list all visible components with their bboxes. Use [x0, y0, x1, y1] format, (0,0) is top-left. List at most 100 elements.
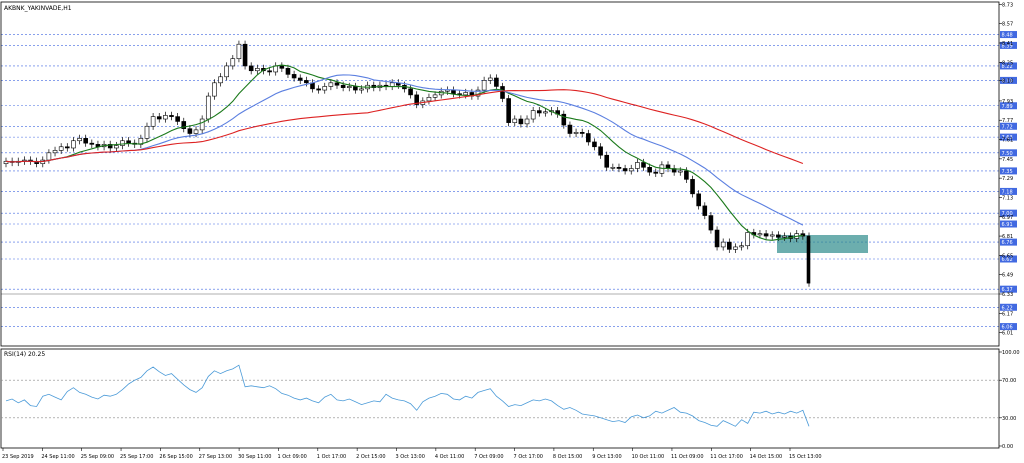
level-badge-label: 7.35 — [1002, 169, 1013, 175]
candle-body — [126, 140, 131, 144]
candle-body — [58, 146, 64, 151]
level-badge-label: 6.37 — [1002, 287, 1013, 293]
candle-body — [616, 166, 622, 169]
candle-body — [236, 43, 242, 59]
candle-body — [224, 65, 229, 78]
candle-body — [690, 179, 695, 195]
level-badge — [1000, 62, 1017, 70]
candle-body — [291, 74, 297, 79]
candle-body — [635, 162, 640, 169]
level-badge — [1000, 41, 1017, 49]
level-badge-label: 8.39 — [1002, 43, 1013, 49]
candle-body — [561, 113, 567, 126]
ma-mid-line — [5, 74, 804, 226]
rsi-line — [5, 364, 810, 427]
y-tick-label: 8.73 — [1002, 2, 1013, 8]
candle-body — [156, 116, 162, 120]
candle-body — [530, 110, 536, 120]
candle-body — [322, 86, 328, 91]
candle-body — [163, 115, 168, 120]
x-tick-label: 7 Oct 17:00 — [514, 454, 543, 460]
level-badge — [1000, 209, 1017, 217]
candle-body — [242, 43, 248, 67]
level-badge-label: 6.62 — [1002, 257, 1013, 263]
level-badge — [1000, 303, 1017, 311]
x-tick-label: 23 Sep 2019 — [2, 454, 34, 460]
candle-body — [536, 110, 542, 114]
candle-body — [451, 89, 456, 94]
level-badge-label: 7.18 — [1002, 189, 1013, 195]
x-tick-label: 30 Sep 11:00 — [238, 454, 271, 460]
candle-body — [432, 94, 438, 98]
level-badge — [1000, 149, 1017, 157]
candle-body — [334, 82, 340, 86]
level-badge — [1000, 187, 1017, 195]
candle-body — [647, 166, 652, 173]
candle-body — [64, 146, 70, 149]
candle-body — [659, 164, 665, 174]
candle-body — [150, 116, 156, 127]
x-tick-label: 14 Oct 15:00 — [750, 454, 783, 460]
candle-body — [248, 65, 254, 72]
y-tick-label: 6.81 — [1002, 234, 1013, 240]
candle-body — [622, 168, 628, 172]
candle-body — [175, 116, 180, 122]
candle-body — [46, 152, 52, 161]
level-badge-label: 7.50 — [1002, 151, 1013, 157]
level-badge — [1000, 102, 1017, 110]
candle-body — [733, 246, 738, 250]
candle-body — [727, 241, 732, 250]
rsi-label: RSI(14) 20.25 — [4, 351, 45, 358]
y-tick-label: 7.61 — [1002, 138, 1013, 144]
candle-body — [83, 138, 88, 144]
candle-body — [684, 170, 689, 180]
candle-body — [144, 125, 150, 139]
level-badge-label: 7.63 — [1002, 135, 1013, 141]
x-tick-label: 25 Sep 09:00 — [81, 454, 114, 460]
candle-body — [598, 146, 603, 156]
candle-body — [89, 142, 95, 145]
level-badge-label: 7.72 — [1002, 124, 1013, 130]
x-tick-label: 9 Oct 13:00 — [592, 454, 621, 460]
candle-body — [494, 77, 499, 87]
candle-body — [518, 118, 524, 125]
candle-body — [77, 138, 82, 142]
y-tick-label: 6.49 — [1002, 273, 1013, 279]
candle-body — [285, 68, 291, 75]
candle-body — [328, 82, 334, 87]
candle-body — [543, 111, 548, 114]
candle-body — [71, 140, 76, 149]
level-badge-label: 7.00 — [1002, 211, 1013, 217]
y-tick-label: 8.41 — [1002, 41, 1013, 47]
x-tick-label: 26 Sep 15:00 — [159, 454, 192, 460]
candle-body — [199, 118, 205, 131]
candle-body — [205, 95, 211, 120]
candle-body — [279, 65, 285, 69]
candle-body — [463, 92, 469, 96]
candle-body — [487, 77, 493, 81]
y-tick-label: 6.65 — [1002, 253, 1013, 259]
candle-body — [720, 241, 726, 248]
candle-body — [628, 168, 634, 172]
level-badge-label: 7.89 — [1002, 104, 1013, 110]
x-tick-label: 7 Oct 09:00 — [474, 454, 503, 460]
candle-body — [708, 215, 714, 231]
candle-body — [114, 145, 119, 149]
y-tick-label: 7.13 — [1002, 195, 1013, 201]
x-tick-label: 8 Oct 15:00 — [553, 454, 582, 460]
rsi-tick-label: 100.00 — [1002, 350, 1020, 356]
candle-body — [169, 115, 174, 117]
level-badge — [1000, 323, 1017, 331]
y-tick-label: 7.29 — [1002, 176, 1013, 182]
candle-body — [316, 88, 321, 91]
rsi-tick-label: 70.00 — [1002, 378, 1016, 384]
candle-body — [310, 82, 315, 90]
candle-body — [120, 140, 125, 146]
candle-body — [512, 118, 518, 123]
candle-body — [604, 154, 610, 168]
candle-body — [389, 82, 395, 87]
candle-body — [414, 94, 419, 105]
level-badge — [1000, 31, 1017, 39]
y-tick-label: 7.77 — [1002, 118, 1013, 124]
